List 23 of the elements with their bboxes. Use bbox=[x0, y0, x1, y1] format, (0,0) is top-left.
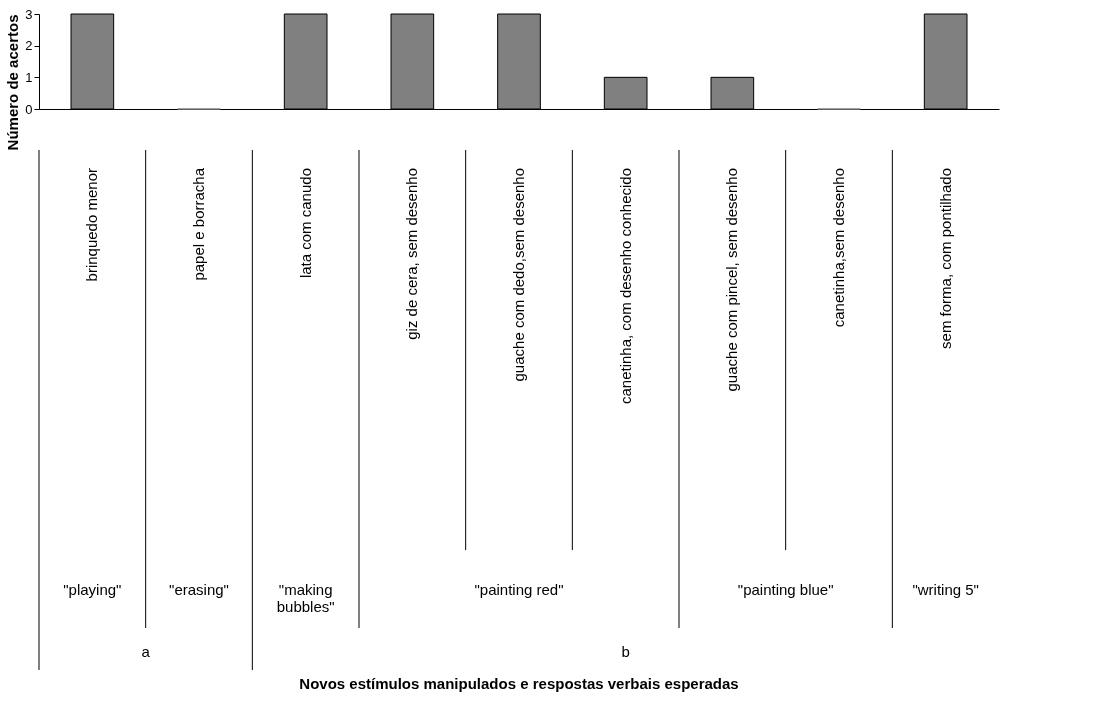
y-tick-label: 3 bbox=[25, 6, 33, 22]
text: "erasing" bbox=[169, 581, 229, 598]
x-tick-label: giz de cera, sem desenho bbox=[403, 168, 421, 340]
text: "writing 5" bbox=[912, 581, 979, 598]
y-tick-label: 2 bbox=[25, 38, 33, 54]
text: Novos estímulos manipulados e respostas verbais esperadas bbox=[299, 675, 739, 692]
y-axis-title: Número de acertos bbox=[4, 14, 22, 151]
x-tick-label: lata com canudo bbox=[296, 168, 314, 279]
x-tick-label: guache com dedo,sem desenho bbox=[510, 168, 527, 382]
x-tick-label: papel e borracha bbox=[190, 167, 207, 281]
x-tick-label: canetinha, com desenho conhecido bbox=[616, 168, 634, 405]
x-tick-label: guache com pincel, sem desenho bbox=[723, 168, 741, 392]
y-tick-label: 0 bbox=[25, 101, 33, 117]
text: a bbox=[141, 643, 151, 660]
x-tick-label: brinquedo menor bbox=[83, 168, 101, 282]
text: b bbox=[621, 643, 630, 660]
x-tick-label: canetinha,sem desenho bbox=[830, 168, 847, 328]
text: "making bubbles" bbox=[276, 581, 335, 615]
x-tick-label: sem forma, com pontilhado bbox=[936, 168, 954, 349]
y-tick-label: 1 bbox=[25, 69, 33, 85]
text: "playing" bbox=[63, 581, 122, 598]
text: "painting blue" bbox=[737, 581, 834, 598]
text: "painting red" bbox=[474, 581, 564, 598]
